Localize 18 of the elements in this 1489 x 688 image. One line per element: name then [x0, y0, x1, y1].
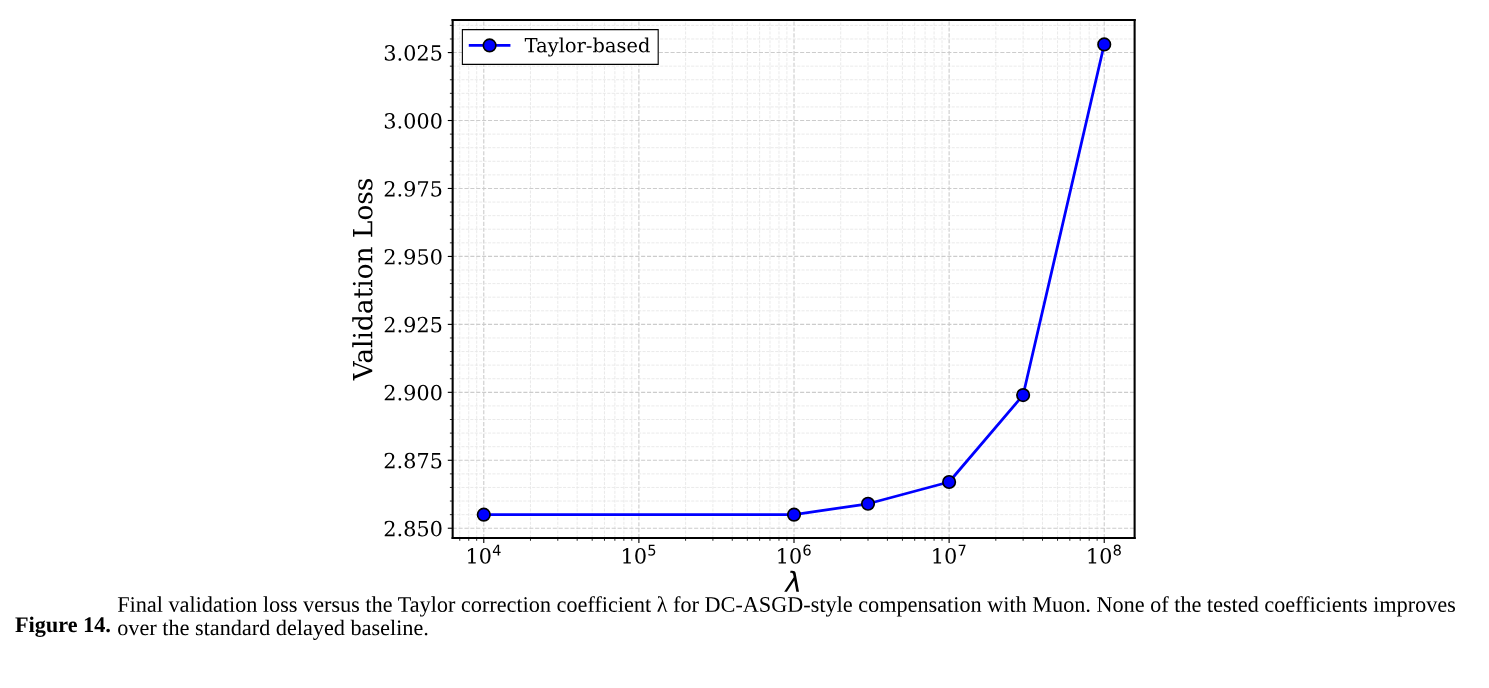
y-tick-label: 3.025	[384, 45, 442, 61]
x-axis-title: λ	[784, 570, 799, 592]
y-tick-label: 2.875	[384, 452, 442, 469]
x-tick-label: 10$^{7}$	[933, 544, 966, 564]
legend-label: Taylor-based	[524, 37, 650, 57]
x-tick-label: 10$^{4}$	[467, 544, 501, 564]
y-axis-title: Validation Loss	[352, 178, 373, 381]
y-tick-label: 2.975	[384, 180, 442, 197]
text: Final validation loss versus the Taylor correction coefficient λ for DC-ASGD-style compensation with Muon. None of the tested coefficients improves over the standard delayed baseline.	[117, 596, 1456, 640]
x-tick-label: 10$^{8}$	[1088, 544, 1121, 564]
x-tick-label: 10$^{6}$	[778, 544, 811, 564]
y-tick-label: 2.850	[384, 520, 442, 537]
y-tick-label: 3.000	[384, 112, 442, 129]
y-tick-label: 2.925	[384, 316, 442, 333]
y-tick-label: 2.900	[384, 384, 442, 401]
x-tick-label: 10$^{5}$	[623, 544, 656, 564]
caption: Figure 14.	[15, 616, 110, 637]
y-tick-label: 2.950	[384, 248, 442, 265]
